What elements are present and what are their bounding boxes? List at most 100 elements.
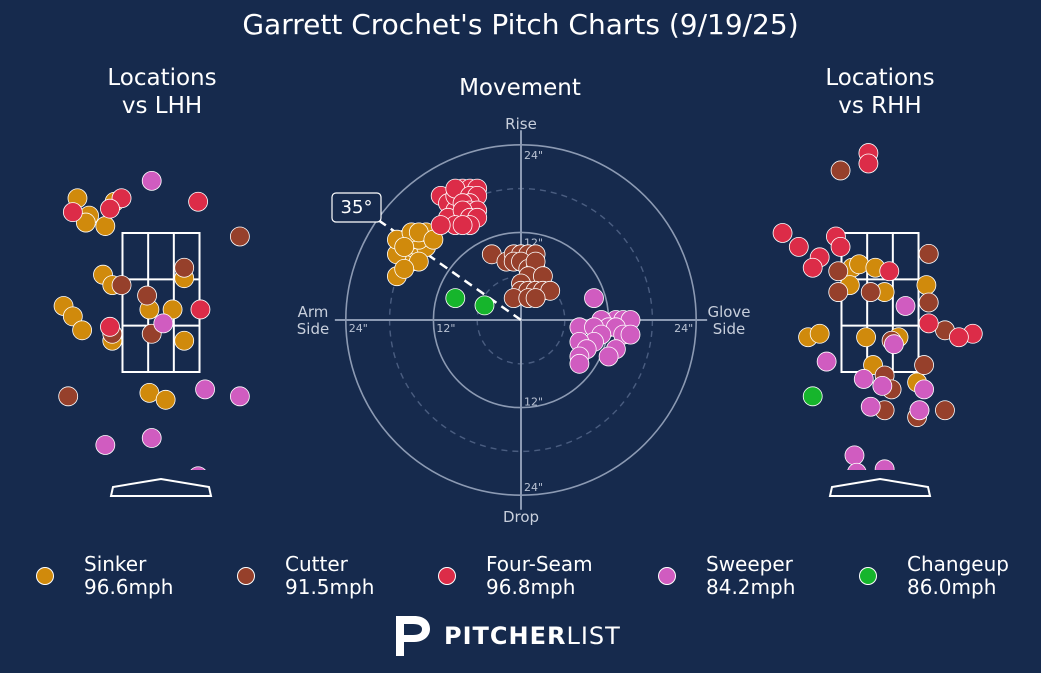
rhh-pitch-cutter — [828, 261, 849, 282]
lhh-pitch-sweeper — [229, 386, 250, 407]
chart-title: Garrett Crochet's Pitch Charts (9/19/25) — [242, 8, 799, 41]
lhh-panel-title: Locations vs LHH — [62, 64, 262, 120]
movement-pitch-sweeper — [620, 324, 641, 345]
rhh-pitch-four-seam — [788, 236, 809, 257]
rhh-pitch-sinker — [856, 327, 876, 348]
rhh-pitch-changeup — [802, 386, 823, 407]
rhh-title-text: Locations vs RHH — [825, 65, 935, 119]
movement-label-arm-side: Arm Side — [297, 303, 329, 338]
lhh-pitch-sinker — [72, 320, 93, 341]
rhh-pitch-sinker — [809, 323, 830, 344]
movement-pitch-changeup — [474, 295, 495, 316]
rhh-pitch-cutter — [914, 355, 934, 375]
arm-angle-label: 35° — [341, 197, 373, 218]
rhh-pitch-cutter — [830, 160, 851, 181]
pitcherlist-mark-icon — [396, 616, 430, 656]
rhh-pitch-four-seam — [879, 261, 900, 282]
lhh-pitch-four-seam — [100, 198, 120, 219]
lhh-points — [53, 170, 250, 470]
rhh-pitch-four-seam — [918, 313, 939, 334]
lhh-title-text: Locations vs LHH — [107, 65, 217, 119]
arm-angle-line — [363, 208, 522, 322]
lhh-pitch-sweeper — [153, 313, 174, 334]
movement-ring-label: 24" — [349, 322, 368, 335]
rhh-pitch-sweeper — [895, 296, 916, 316]
rhh-pitch-sweeper — [914, 379, 934, 400]
movement-ring-label: 24" — [674, 322, 693, 335]
brand-word-bold: PITCHER — [444, 622, 567, 650]
legend-speed-changeup: 86.0mph — [907, 575, 997, 599]
lhh-pitch-sweeper — [141, 428, 162, 448]
movement-ring-label: 12" — [436, 322, 455, 335]
rhh-pitch-four-seam — [802, 257, 823, 278]
arm-angle-badge — [331, 192, 382, 223]
lhh-pitch-four-seam — [100, 316, 120, 337]
legend-marker-sweeper — [658, 567, 676, 585]
rhh-pitch-four-seam — [830, 236, 851, 257]
lhh-pitch-sinker — [62, 306, 83, 327]
movement-pitch-sinker — [394, 237, 415, 257]
movement-label-glove-side-line: Glove — [707, 303, 750, 321]
legend-speed-cutter: 91.5mph — [285, 575, 375, 599]
lhh-pitch-sinker — [95, 216, 116, 236]
lhh-pitch-sweeper — [190, 466, 206, 470]
lhh-pitch-cutter — [58, 386, 79, 407]
movement-label-glove-side: Glove Side — [707, 303, 750, 338]
rhh-pitch-cutter — [918, 243, 939, 264]
rhh-pitch-sinker — [849, 254, 870, 275]
rhh-pitch-sweeper — [909, 400, 930, 421]
movement-pitch-four-seam — [452, 215, 473, 236]
movement-ring-label: 24" — [524, 481, 543, 494]
legend-marker-changeup — [859, 567, 877, 585]
lhh-pitch-sweeper — [141, 170, 162, 191]
rhh-pitch-cutter — [860, 282, 881, 302]
legend-speed-sweeper: 84.2mph — [706, 575, 796, 599]
rhh-pitch-four-seam — [948, 327, 969, 348]
rhh-panel-title: Locations vs RHH — [780, 64, 980, 120]
rhh-panel — [772, 143, 983, 497]
movement-ring-label: 12" — [524, 396, 543, 409]
rhh-pitch-four-seam — [772, 223, 793, 243]
rhh-pitch-sweeper — [874, 459, 895, 470]
legend-label-sweeper: Sweeper — [706, 552, 793, 576]
movement-label-drop: Drop — [503, 508, 539, 526]
movement-ring-label: 24" — [524, 149, 543, 162]
movement-label-glove-side-line: Side — [713, 320, 745, 338]
rhh-pitch-sinker — [916, 275, 937, 296]
legend-label-cutter: Cutter — [285, 552, 348, 576]
rhh-pitch-cutter — [935, 400, 955, 421]
movement-label-arm-side-line: Arm — [298, 303, 329, 321]
lhh-pitch-sweeper — [195, 379, 215, 400]
movement-pitch-sinker — [394, 258, 415, 279]
rhh-home-plate — [828, 477, 932, 497]
rhh-pitch-sweeper — [847, 462, 867, 470]
lhh-pitch-sweeper — [95, 435, 116, 455]
rhh-points — [772, 143, 983, 470]
lhh-pitch-sinker — [162, 299, 183, 320]
rhh-pitch-sweeper — [844, 445, 865, 466]
movement-label-rise-line: Rise — [505, 115, 537, 133]
lhh-pitch-cutter — [137, 285, 157, 306]
movement-pitch-sweeper — [598, 346, 619, 367]
movement-pitch-cutter — [525, 288, 546, 309]
lhh-panel — [53, 170, 250, 497]
brand-word-light: LIST — [566, 622, 621, 650]
movement-label-rise: Rise — [505, 115, 537, 133]
lhh-pitch-four-seam — [190, 299, 211, 320]
lhh-pitch-cutter — [229, 226, 250, 247]
movement-pitch-sweeper — [569, 353, 590, 374]
movement-pitch-sweeper — [584, 288, 604, 309]
legend-label-four-seam: Four-Seam — [486, 552, 593, 576]
lhh-pitch-sinker — [174, 330, 195, 351]
movement-label-drop-line: Drop — [503, 508, 539, 526]
lhh-home-plate — [109, 477, 213, 497]
lhh-pitch-four-seam — [62, 202, 83, 223]
lhh-pitch-four-seam — [188, 191, 209, 212]
legend-label-sinker: Sinker — [84, 552, 147, 576]
rhh-pitch-four-seam — [858, 153, 879, 174]
rhh-pitch-sweeper — [860, 396, 881, 417]
legend-marker-four-seam — [438, 567, 456, 585]
legend-speed-sinker: 96.6mph — [84, 575, 174, 599]
rhh-pitch-sweeper — [884, 334, 904, 355]
